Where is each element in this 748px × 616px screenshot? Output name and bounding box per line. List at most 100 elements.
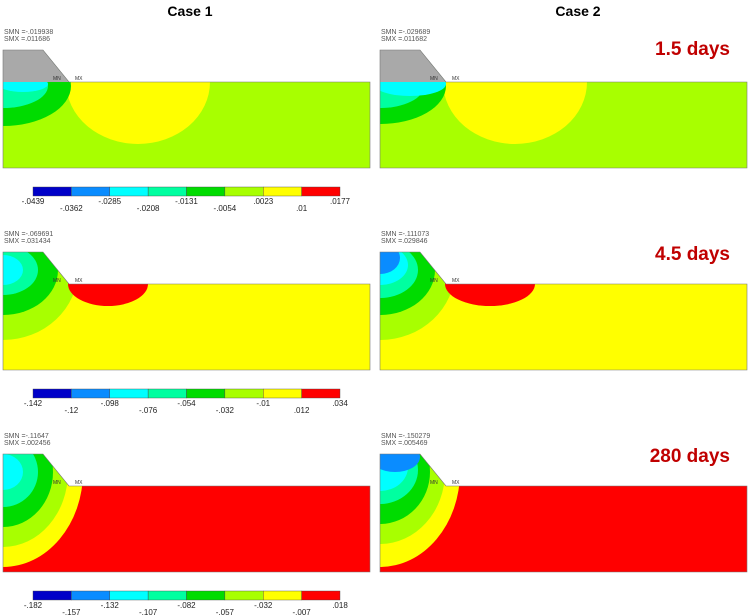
colorbar-segment (301, 388, 341, 399)
mn-marker: MN (53, 278, 61, 284)
colorbar-segment (109, 388, 149, 399)
colorbar-segment (263, 186, 302, 197)
colorbar-label: -.0131 (175, 197, 198, 206)
colorbar-label: .018 (332, 601, 348, 610)
mn-marker: MN (430, 76, 438, 82)
colorbar-segment (186, 388, 226, 399)
mx-marker: MX (452, 76, 460, 82)
colorbar-segment (147, 186, 187, 197)
smx-label: SMX =.011686 (4, 36, 50, 43)
domain-outline (2, 251, 371, 371)
colorbar-label: -.132 (101, 601, 120, 610)
colorbar-label: -.032 (216, 406, 235, 415)
colorbar-segment (147, 590, 187, 601)
domain-outline (2, 49, 371, 169)
colorbar-label: .034 (332, 399, 348, 408)
contour-band (380, 454, 430, 524)
colorbar-segment (224, 590, 264, 601)
time-label: 280 days (650, 446, 730, 467)
colorbar-label: .0023 (253, 197, 274, 206)
embankment (380, 50, 446, 82)
contour-band (3, 255, 23, 285)
colorbar-label: -.0362 (60, 204, 83, 213)
column-header: Case 1 (167, 3, 212, 19)
colorbar-segment (301, 186, 341, 197)
colorbar-segment (109, 590, 149, 601)
colorbar-label: -.157 (62, 608, 81, 616)
smx-label: SMX =.031434 (4, 238, 51, 245)
colorbar-label: -.057 (216, 608, 235, 616)
contour-band (380, 252, 455, 340)
contour-plot (3, 252, 370, 370)
smx-label: SMX =.002456 (4, 440, 51, 447)
embankment (3, 50, 69, 82)
mx-marker: MX (452, 278, 460, 284)
contour-band (3, 252, 58, 315)
colorbar-label: -.098 (101, 399, 120, 408)
smx-label: SMX =.005469 (381, 440, 428, 447)
colorbar-label: .01 (296, 204, 308, 213)
domain-outline (379, 453, 748, 573)
domain-outline (379, 49, 748, 169)
mx-marker: MX (75, 278, 83, 284)
colorbar-segment (224, 186, 264, 197)
colorbar-segment (71, 590, 110, 601)
domain (3, 454, 370, 572)
colorbar-label: -.076 (139, 406, 158, 415)
smn-label: SMN =-.069691 (4, 231, 53, 238)
smn-label: SMN =-.111073 (381, 231, 429, 238)
contour-plot (3, 454, 370, 572)
contour-plot (3, 50, 370, 168)
time-label: 1.5 days (655, 39, 730, 60)
contour-band (3, 454, 38, 507)
mn-marker: MN (430, 278, 438, 284)
contour-band (3, 454, 53, 527)
contour-band (380, 454, 420, 472)
column-header: Case 2 (555, 3, 600, 19)
colorbar-segment (263, 590, 302, 601)
contour-band (3, 454, 23, 490)
mn-marker: MN (53, 76, 61, 82)
domain (380, 454, 747, 572)
colorbar-label: -.01 (256, 399, 270, 408)
colorbar-label: -.0208 (137, 204, 160, 213)
contour-plot (380, 252, 747, 370)
colorbar-segment (301, 590, 341, 601)
contour-plot (380, 454, 747, 572)
colorbar-label: -.107 (139, 608, 158, 616)
contour-band (3, 252, 38, 295)
mx-marker: MX (75, 480, 83, 486)
colorbar-segment (32, 186, 72, 197)
colorbar-segment (109, 186, 149, 197)
domain (3, 252, 370, 370)
colorbar-segment (186, 590, 226, 601)
domain (380, 252, 747, 370)
contour-band (380, 252, 400, 274)
colorbar-label: -.182 (24, 601, 43, 610)
colorbar-segment (186, 186, 226, 197)
mn-marker: MN (430, 480, 438, 486)
smn-label: SMN =-.019938 (4, 29, 53, 36)
colorbar-label: -.0439 (22, 197, 45, 206)
contour-band (3, 252, 78, 340)
smn-label: SMN =-.150279 (381, 433, 430, 440)
colorbar-label: .012 (294, 406, 310, 415)
smn-label: SMN =-.029689 (381, 29, 430, 36)
colorbar-segment (32, 590, 72, 601)
colorbar-segment (71, 388, 110, 399)
colorbar-label: -.12 (64, 406, 78, 415)
smn-label: SMN =-.11647 (4, 433, 49, 440)
contour-band (380, 454, 418, 504)
colorbar-label: -.007 (293, 608, 312, 616)
colorbar-label: -.054 (177, 399, 196, 408)
colorbar-label: -.142 (24, 399, 43, 408)
colorbar-segment (71, 186, 110, 197)
colorbar-segment (32, 388, 72, 399)
colorbar-segment (147, 388, 187, 399)
smx-label: SMX =.029846 (381, 238, 428, 245)
colorbar-label: -.032 (254, 601, 273, 610)
mn-marker: MN (53, 480, 61, 486)
colorbar-label: .0177 (330, 197, 351, 206)
mx-marker: MX (452, 480, 460, 486)
